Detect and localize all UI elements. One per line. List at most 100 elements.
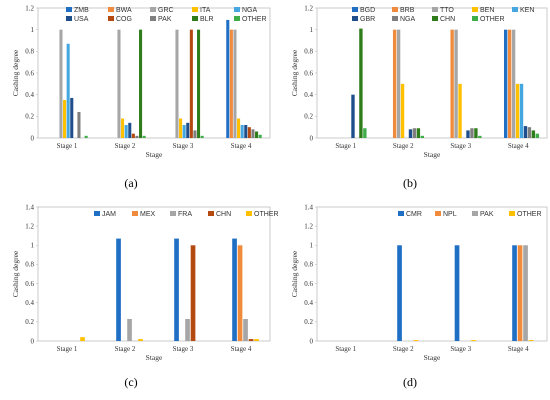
bar-other-3 xyxy=(471,340,476,341)
y-axis-title: Cashing degree xyxy=(290,250,299,297)
legend-label: PAK xyxy=(480,211,494,218)
bar-gbr-3 xyxy=(466,130,470,138)
chart-panel-c: 0 0.2 0.4 0.6 0.8 1 1.2 1.4 Cashing degree Stage … xyxy=(11,203,279,389)
x-tick-label: Stage 4 xyxy=(231,142,252,150)
bar-npl-4 xyxy=(517,245,523,341)
legend-label: GRC xyxy=(158,7,174,14)
bar-other-3 xyxy=(200,135,204,138)
bar-cog-3 xyxy=(189,29,193,139)
bar-other-2 xyxy=(142,135,146,138)
panel-caption: (a) xyxy=(124,176,137,190)
legend-label: BLR xyxy=(200,16,214,23)
y-axis-title: Cashing degree xyxy=(11,250,20,297)
legend-swatch xyxy=(512,7,518,12)
legend-label: BWA xyxy=(116,7,132,14)
legend-label: USA xyxy=(74,16,89,23)
legend-label: OTHER xyxy=(242,16,267,23)
y-tick-label: 0.8 xyxy=(304,261,313,269)
bar-nga-4 xyxy=(527,127,532,138)
legend-swatch xyxy=(132,211,138,216)
legend-swatch xyxy=(170,211,176,216)
legend: CMR NPL PAK OTHER xyxy=(398,211,542,218)
x-tick-label: Stage 3 xyxy=(450,345,471,353)
legend-swatch xyxy=(432,16,438,21)
y-tick-label: 0 xyxy=(310,337,314,345)
legend-label: ZMB xyxy=(74,7,89,14)
bar-ita-1 xyxy=(63,100,67,138)
y-tick-label: 0.2 xyxy=(25,113,34,121)
x-tick-label: Stage 1 xyxy=(57,345,78,353)
legend-swatch xyxy=(435,211,441,216)
legend-swatch xyxy=(66,7,72,12)
legend-swatch xyxy=(150,16,156,21)
y-tick-label: 1 xyxy=(310,242,314,250)
chart-panel-b: 0 0.2 0.4 0.6 0.8 1 1.2 Cashing degree Stage 1 St… xyxy=(290,4,548,190)
legend-label: NPL xyxy=(443,211,457,218)
y-tick-label: 0.6 xyxy=(304,280,313,288)
legend-swatch xyxy=(352,16,358,21)
bar-chn-4 xyxy=(531,130,536,138)
legend-label: TTO xyxy=(440,7,454,14)
legend-swatch xyxy=(66,16,72,21)
y-tick-label: 1 xyxy=(31,242,35,250)
y-tick-label: 0.8 xyxy=(25,48,34,56)
bar-usa-1 xyxy=(70,97,74,138)
legend: BGD BRB TTO BEN KEN GBR NGA CHN OTHER xyxy=(352,7,534,23)
y-tick-label: 1 xyxy=(310,26,314,34)
bar-chn-3 xyxy=(190,245,196,341)
legend-label: BGD xyxy=(360,7,375,14)
bar-other-4 xyxy=(535,133,540,138)
x-axis-title: Stage xyxy=(146,150,163,159)
bar-chn-2 xyxy=(416,128,421,138)
plot-frame xyxy=(316,206,548,342)
legend-label: OTHER xyxy=(517,211,542,218)
legend-swatch xyxy=(192,7,198,12)
bar-cmr-4 xyxy=(512,245,517,341)
legend-swatch xyxy=(509,211,515,216)
bar-other-1 xyxy=(363,128,367,138)
bar-grc-2 xyxy=(117,29,121,139)
bar-grc-1 xyxy=(59,29,63,139)
bar-tto-2 xyxy=(396,29,401,139)
x-tick-label: Stage 2 xyxy=(115,345,136,353)
bar-chn-1 xyxy=(359,28,363,138)
x-tick-label: Stage 4 xyxy=(508,142,529,150)
y-tick-label: 0.6 xyxy=(25,280,34,288)
legend-label: BEN xyxy=(480,7,494,14)
bar-other-4 xyxy=(254,339,259,341)
legend-swatch xyxy=(108,7,114,12)
legend-label: CHN xyxy=(440,16,455,23)
legend-label: JAM xyxy=(102,211,116,218)
y-tick-label: 1.2 xyxy=(304,222,313,230)
x-tick-label: Stage 3 xyxy=(173,345,194,353)
x-tick-label: Stage 3 xyxy=(173,142,194,150)
bar-chn-3 xyxy=(474,128,478,138)
bar-pak-3 xyxy=(193,130,197,138)
bar-tto-3 xyxy=(454,29,458,139)
bar-pak-2 xyxy=(135,135,139,138)
legend-label: COG xyxy=(116,16,132,23)
bar-tto-4 xyxy=(511,29,516,139)
bar-bgd-4 xyxy=(503,29,508,139)
bar-mex-4 xyxy=(237,245,243,341)
y-tick-label: 0.8 xyxy=(25,261,34,269)
legend-label: MEX xyxy=(140,211,156,218)
y-tick-label: 0.6 xyxy=(304,69,313,77)
bar-ita-4 xyxy=(237,118,241,138)
legend-swatch xyxy=(234,16,240,21)
bar-other-4 xyxy=(528,340,534,341)
bar-ben-3 xyxy=(458,83,462,138)
legend-label: NGA xyxy=(400,16,416,23)
y-tick-label: 1.2 xyxy=(25,4,34,12)
y-tick-label: 1.4 xyxy=(304,203,313,211)
bar-fra-3 xyxy=(185,318,190,341)
legend-swatch xyxy=(150,7,156,12)
legend-swatch xyxy=(246,211,252,216)
y-tick-label: 0.8 xyxy=(304,48,313,56)
legend-swatch xyxy=(108,16,114,21)
bar-cmr-3 xyxy=(454,245,460,341)
bar-gbr-1 xyxy=(351,94,355,138)
legend-label: BRB xyxy=(400,7,415,14)
x-tick-label: Stage 1 xyxy=(57,142,78,150)
